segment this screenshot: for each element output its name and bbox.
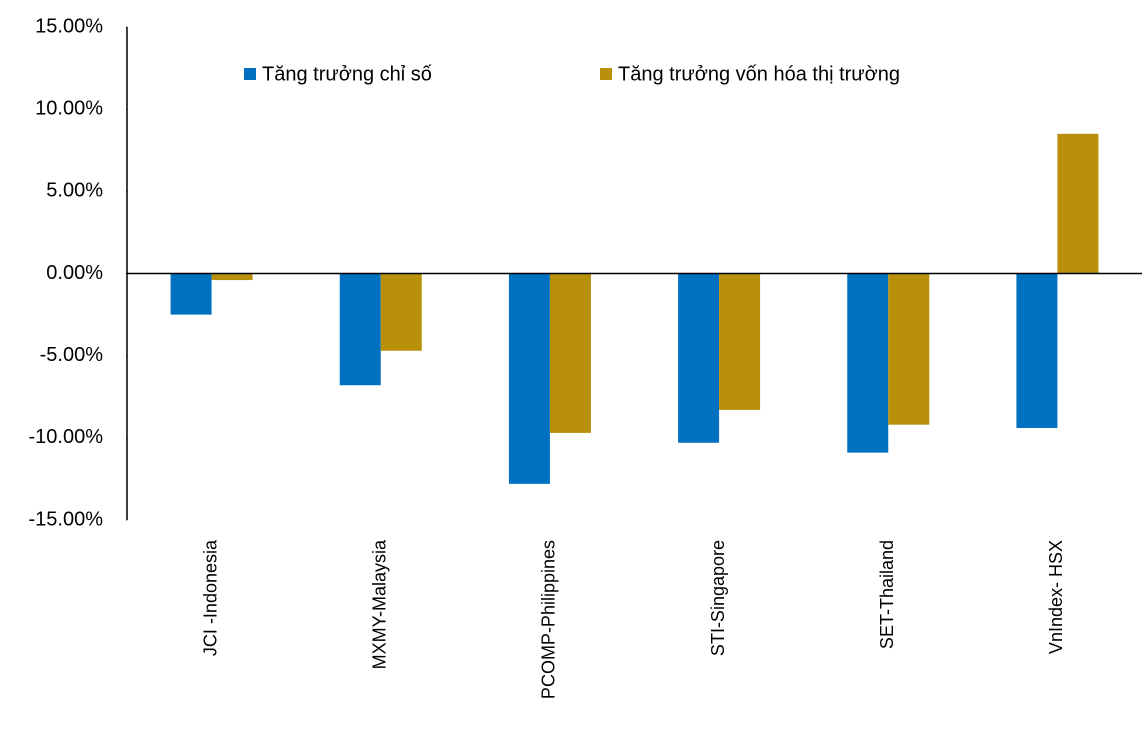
y-tick-label: -15.00% <box>29 508 104 530</box>
bar <box>1057 133 1099 274</box>
x-tick-label: PCOMP-Philippines <box>539 540 559 699</box>
bar <box>888 273 930 425</box>
legend-label: Tăng trưởng chỉ số <box>262 63 432 85</box>
bar <box>549 273 591 433</box>
bar <box>380 273 422 351</box>
bar <box>719 273 761 410</box>
legend-swatch <box>244 68 256 80</box>
bar <box>339 273 381 386</box>
bar <box>508 273 550 484</box>
x-tick-label: VnIndex- HSX <box>1046 540 1066 654</box>
bar <box>170 273 212 315</box>
legend-label: Tăng trưởng vốn hóa thị trường <box>618 63 900 85</box>
y-tick-label: 10.00% <box>35 97 103 119</box>
y-tick-label: 5.00% <box>46 180 103 202</box>
x-tick-label: SET-Thailand <box>877 540 897 649</box>
x-tick-label: STI-Singapore <box>708 540 728 656</box>
x-tick-label: JCI -Indonesia <box>200 539 220 656</box>
legend-swatch <box>600 68 612 80</box>
y-tick-label: 0.00% <box>46 262 103 284</box>
bar <box>678 273 720 443</box>
bar <box>1016 273 1058 428</box>
x-tick-label: MXMY-Malaysia <box>370 539 390 669</box>
bar <box>211 273 253 281</box>
y-tick-label: -5.00% <box>40 344 104 366</box>
y-tick-label: -10.00% <box>29 426 104 448</box>
bar <box>847 273 889 453</box>
y-tick-label: 15.00% <box>35 15 103 37</box>
